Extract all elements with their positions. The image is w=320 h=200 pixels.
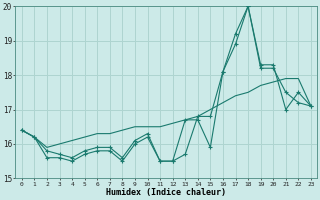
X-axis label: Humidex (Indice chaleur): Humidex (Indice chaleur)	[106, 188, 226, 197]
